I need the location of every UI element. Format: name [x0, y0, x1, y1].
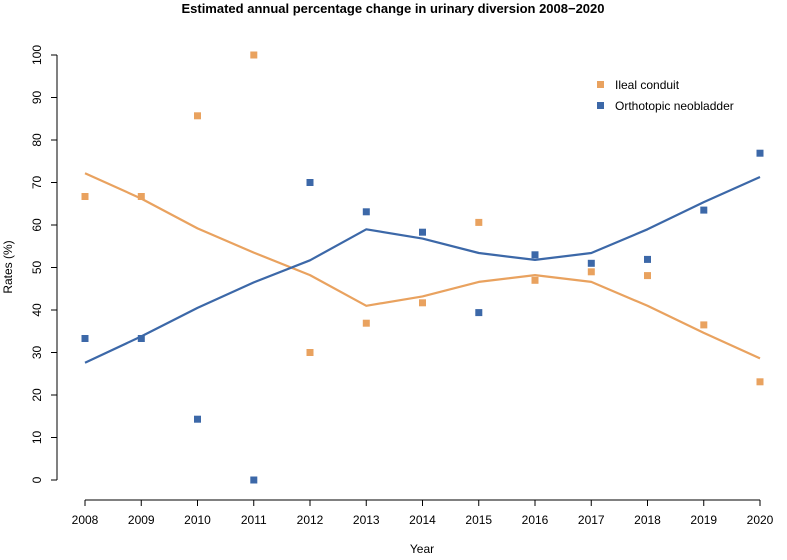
data-point-ileal-conduit	[587, 268, 595, 276]
y-tick-label: 100	[30, 45, 44, 65]
data-point-orthotopic-neobladder	[194, 415, 201, 423]
data-point-ileal-conduit	[81, 193, 89, 200]
legend-marker-orthotopic-neobladder	[597, 102, 604, 109]
y-tick-label: 50	[30, 261, 44, 275]
x-tick-label: 2008	[72, 513, 99, 527]
data-point-orthotopic-neobladder	[756, 149, 764, 157]
data-point-ileal-conduit	[250, 51, 258, 59]
y-tick-label: 20	[30, 388, 44, 402]
y-tick-label: 0	[30, 476, 44, 483]
data-point-orthotopic-neobladder	[475, 309, 483, 317]
trend-line-ileal-conduit	[84, 172, 761, 360]
legend-label-orthotopic-neobladder: Orthotopic neobladder	[615, 99, 734, 113]
data-point-orthotopic-neobladder	[587, 259, 595, 267]
data-point-ileal-conduit	[419, 299, 426, 307]
data-point-orthotopic-neobladder	[531, 251, 539, 259]
data-point-orthotopic-neobladder	[419, 228, 426, 236]
x-tick-label: 2016	[522, 513, 549, 527]
x-tick-label: 2015	[465, 513, 492, 527]
data-point-orthotopic-neobladder	[137, 335, 145, 342]
legend-label-ileal-conduit: Ileal conduit	[615, 78, 680, 92]
y-tick-label: 30	[30, 346, 44, 360]
data-point-ileal-conduit	[137, 193, 145, 200]
x-tick-label: 2018	[634, 513, 661, 527]
data-point-ileal-conduit	[531, 276, 539, 284]
data-point-ileal-conduit	[475, 218, 483, 226]
y-axis: 0 10 20 30 40 50 60 70 80 90 100	[30, 45, 58, 483]
data-point-ileal-conduit	[362, 319, 370, 327]
data-point-orthotopic-neobladder	[306, 179, 314, 186]
x-tick-label: 2010	[184, 513, 211, 527]
y-tick-label: 70	[30, 176, 44, 190]
y-tick-label: 40	[30, 303, 44, 317]
trend-line-orthotopic-neobladder	[84, 175, 761, 364]
x-tick-label: 2014	[409, 513, 436, 527]
chart-title: Estimated annual percentage change in ur…	[181, 1, 604, 16]
y-tick-label: 90	[30, 91, 44, 105]
y-tick-label: 10	[30, 431, 44, 445]
x-tick-label: 2011	[241, 513, 267, 527]
data-point-orthotopic-neobladder	[644, 255, 651, 263]
data-point-ileal-conduit	[644, 272, 651, 280]
legend-marker-ileal-conduit	[597, 81, 604, 88]
legend: Ileal conduit Orthotopic neobladder	[597, 78, 734, 113]
x-tick-label: 2009	[128, 513, 155, 527]
x-axis-label: Year	[410, 542, 434, 556]
y-tick-label: 80	[30, 133, 44, 147]
x-tick-label: 2020	[747, 513, 774, 527]
data-point-orthotopic-neobladder	[362, 208, 370, 216]
x-tick-label: 2012	[297, 513, 324, 527]
x-tick-label: 2013	[353, 513, 380, 527]
x-axis: 2008 2009 2010 2011 2012 2013 2014 2015 2016 2017…	[72, 499, 774, 527]
data-point-ileal-conduit	[700, 321, 708, 329]
x-tick-label: 2017	[578, 513, 605, 527]
data-point-orthotopic-neobladder	[81, 335, 89, 342]
data-point-orthotopic-neobladder	[250, 476, 258, 484]
series-layer	[81, 51, 764, 484]
data-point-ileal-conduit	[194, 112, 201, 120]
data-point-ileal-conduit	[306, 349, 314, 356]
x-tick-label: 2019	[690, 513, 717, 527]
data-point-ileal-conduit	[756, 378, 764, 386]
data-point-orthotopic-neobladder	[700, 206, 708, 214]
y-tick-label: 60	[30, 218, 44, 232]
y-axis-label: Rates (%)	[1, 240, 15, 293]
